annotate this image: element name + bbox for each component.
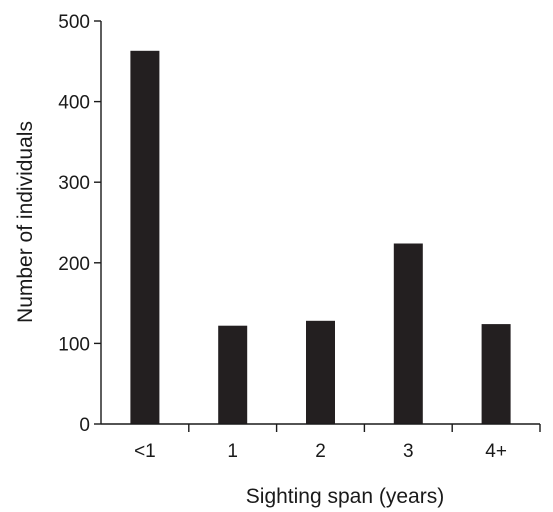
y-tick-label-4: 400: [58, 93, 90, 114]
bar-1: [218, 325, 248, 424]
bar-4: [481, 324, 511, 424]
x-axis-title: Sighting span (years): [246, 485, 444, 508]
y-axis-title: Number of individuals: [14, 121, 37, 323]
y-axis: 0 100 200 300 400 500: [58, 12, 102, 436]
x-tick-label-3: 3: [403, 441, 414, 462]
bar-3: [393, 243, 423, 424]
y-tick-label-1: 100: [58, 334, 90, 355]
y-tick-label-2: 200: [58, 254, 90, 275]
y-tick-label-0: 0: [79, 415, 90, 436]
x-tick-label-2: 2: [315, 441, 326, 462]
x-tick-label-4: 4+: [485, 441, 507, 462]
bar-0: [130, 50, 160, 425]
x-tick-label-1: 1: [227, 441, 238, 462]
y-tick-label-3: 300: [58, 173, 90, 194]
y-tick-label-5: 500: [58, 12, 90, 33]
x-tick-label-0: <1: [134, 441, 156, 462]
bar-2: [306, 320, 335, 424]
bars-group: [130, 50, 511, 425]
x-axis: <1 1 2 3 4+: [101, 423, 541, 462]
